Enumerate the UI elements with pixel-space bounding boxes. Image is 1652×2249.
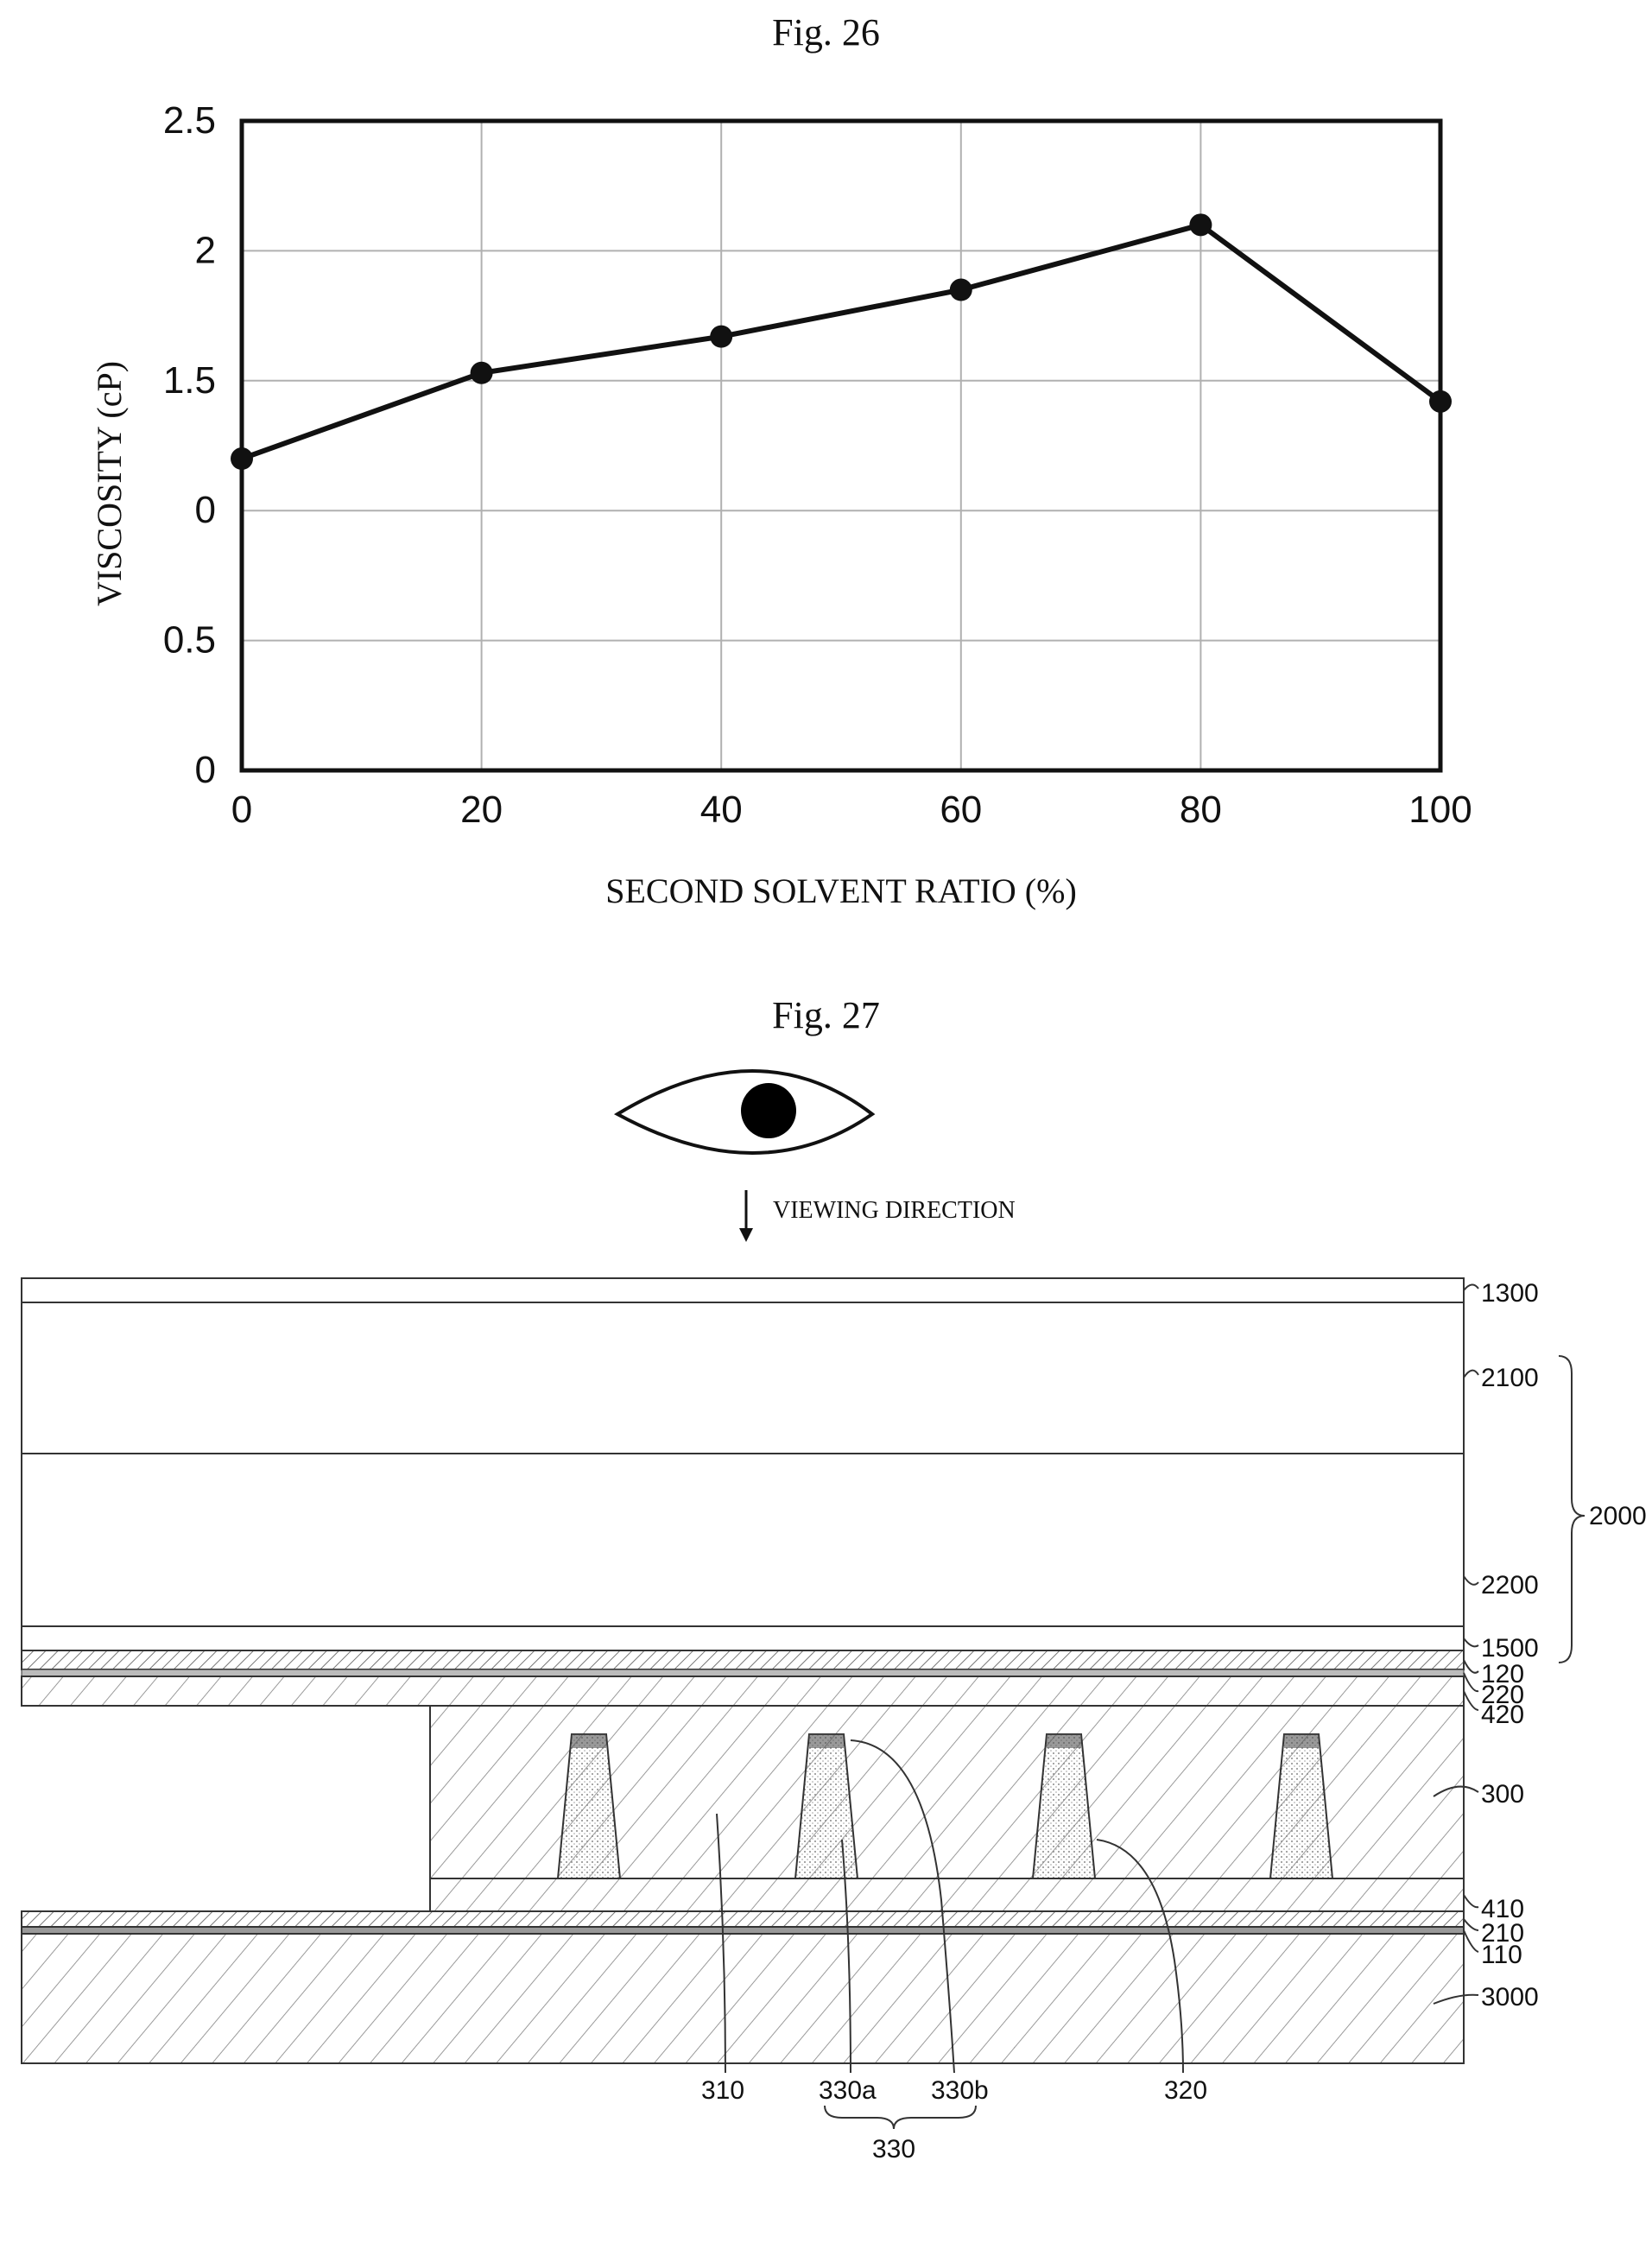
layer-420	[21, 1676, 1465, 1707]
label-410: 410	[1481, 1895, 1524, 1923]
label-2000: 2000	[1589, 1502, 1647, 1530]
eye-icon	[613, 1069, 876, 1155]
y-tick-label: 0	[195, 489, 216, 531]
chart-grid	[242, 121, 1440, 770]
label-1300: 1300	[1481, 1279, 1539, 1308]
x-tick-label: 40	[700, 789, 743, 831]
layer-1300	[21, 1277, 1465, 1303]
layer-2100	[21, 1302, 1465, 1454]
layer-210	[21, 1910, 1465, 1928]
label-2100: 2100	[1481, 1364, 1539, 1392]
y-axis-title: VISCOSITY (cP)	[90, 361, 129, 606]
y-tick-label: 2.5	[163, 99, 216, 142]
label-210: 210	[1481, 1919, 1524, 1948]
label-330a: 330a	[819, 2076, 877, 2105]
layer-110	[21, 1926, 1465, 1935]
label-110: 110	[1481, 1941, 1522, 1969]
y-axis-label: VISCOSITY (cP)	[90, 361, 129, 606]
label-1500: 1500	[1481, 1634, 1539, 1663]
y-tick-labels: 0 0.5 0 1.5 2 2.5	[163, 99, 216, 791]
layer-220	[21, 1669, 1465, 1677]
layer-1500	[21, 1625, 1465, 1651]
viscosity-line-chart: VISCOSITY (cP) 0 0.5 0 1.5 2 2.5 0 20 40 60 80 100…	[90, 99, 1472, 910]
label-3000: 3000	[1481, 1983, 1539, 2011]
series-line	[240, 222, 1442, 461]
data-point	[710, 325, 733, 348]
layer-stack-diagram: VIEWING DIRECTION	[21, 1069, 1647, 2163]
data-point	[470, 361, 493, 384]
data-point	[1189, 213, 1212, 237]
figure-26-title: Fig. 26	[772, 11, 880, 54]
layer-2200	[21, 1453, 1465, 1627]
layer-410	[429, 1878, 1465, 1912]
x-tick-label: 0	[231, 789, 252, 831]
leader-lines	[716, 1283, 1479, 2074]
label-300: 300	[1481, 1780, 1524, 1809]
viewing-direction-label: VIEWING DIRECTION	[773, 1197, 1016, 1224]
data-point	[1429, 390, 1452, 413]
y-tick-label: 0	[195, 749, 216, 791]
x-tick-label: 100	[1408, 789, 1472, 831]
data-point	[231, 447, 253, 471]
y-tick-label: 2	[195, 229, 216, 271]
label-220: 220	[1481, 1681, 1524, 1709]
y-tick-label: 1.5	[163, 359, 216, 402]
x-tick-labels: 0 20 40 60 80 100	[231, 789, 1472, 831]
label-320: 320	[1164, 2076, 1207, 2105]
x-tick-label: 60	[940, 789, 982, 831]
label-2200: 2200	[1481, 1571, 1539, 1600]
brace-2000	[1558, 1355, 1586, 1663]
figure-27-title: Fig. 27	[772, 994, 880, 1036]
label-330b: 330b	[931, 2076, 989, 2105]
label-420: 420	[1481, 1701, 1524, 1729]
pillar-1	[556, 1733, 622, 1879]
substrate-3000	[21, 1933, 1465, 2064]
brace-330	[824, 2105, 977, 2130]
pillar-3	[1031, 1733, 1097, 1879]
x-tick-label: 80	[1180, 789, 1222, 831]
label-330: 330	[872, 2135, 915, 2163]
label-120: 120	[1481, 1660, 1524, 1688]
label-310: 310	[701, 2076, 744, 2105]
plot-frame	[239, 118, 1443, 773]
x-tick-label: 20	[460, 789, 503, 831]
viewing-direction-arrow	[739, 1190, 753, 1242]
pillar-4	[1269, 1733, 1334, 1879]
data-points	[231, 213, 1452, 471]
layer-120	[21, 1650, 1465, 1670]
data-point	[949, 278, 972, 301]
y-tick-label: 0.5	[163, 619, 216, 662]
x-axis-title: SECOND SOLVENT RATIO (%)	[605, 871, 1077, 910]
